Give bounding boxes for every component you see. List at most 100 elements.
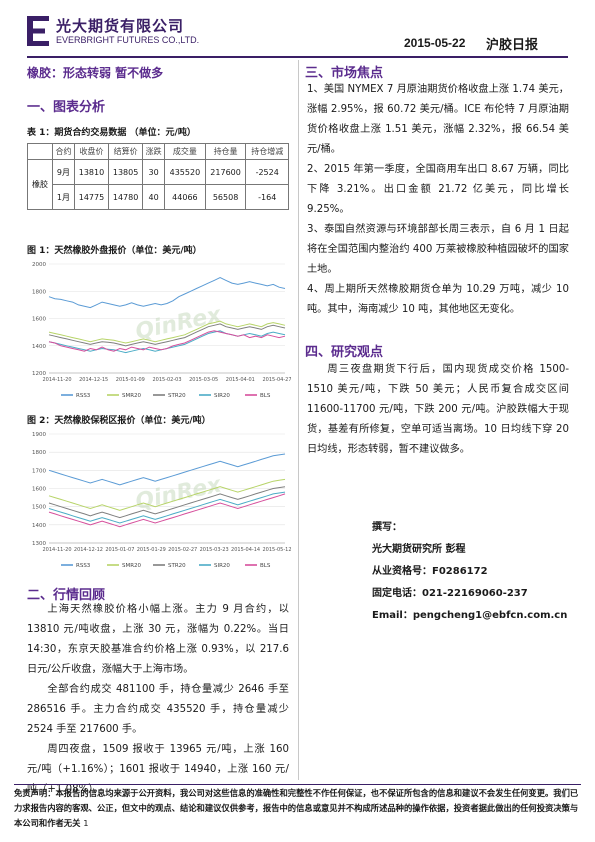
author-phone: 固定电话：021-22169060-237: [372, 588, 528, 599]
table-cell: 13805: [108, 159, 144, 185]
y-tick-label: 1800: [32, 289, 46, 295]
section-title-charts: 一、图表分析: [27, 100, 106, 115]
report-headline: 橡胶：形态转弱 暂不做多: [27, 66, 164, 80]
viewpoint-paragraph: 周三夜盘期货下行后，国内现货成交价格 1500-1510 美元/吨，下跌 50 …: [307, 364, 569, 455]
review-paragraph: 周四夜盘，1509 报收于 13965 元/吨，上涨 160 元/吨（+1.16…: [27, 744, 289, 795]
legend-label: SMR20: [122, 393, 142, 399]
y-tick-label: 1200: [32, 371, 46, 377]
table-header-cell: 持仓增减: [245, 143, 289, 160]
author-email: Email：pengcheng1@ebfcn.com.cn: [372, 610, 568, 621]
y-tick-label: 1600: [32, 487, 46, 493]
table-header-blank: [27, 143, 53, 160]
x-tick-label: 2014-12-12: [74, 547, 103, 553]
table-cell: 435520: [164, 159, 206, 185]
report-date: 2015-05-22: [404, 36, 466, 50]
legend-label: BLS: [260, 563, 271, 569]
review-paragraph: 全部合约成交 481100 手，持仓量减少 2646 手至 286516 手。主…: [27, 684, 289, 735]
x-tick-label: 2015-04-14: [231, 547, 260, 553]
company-name-en: EVERBRIGHT FUTURES CO.,LTD.: [56, 35, 200, 45]
table-cell: 1月: [52, 184, 75, 210]
table-cell: 14775: [73, 184, 110, 210]
legend-label: SMR20: [122, 563, 142, 569]
author-block: 撰写： 光大期货研究所 彭程 从业资格号：F0286172 固定电话：021-2…: [372, 517, 582, 627]
series-line-str20: [48, 323, 286, 347]
table-row: 橡胶 9月 13810 13805 30 435520 217600 -2524: [27, 159, 289, 210]
y-tick-label: 2000: [32, 262, 46, 268]
y-tick-label: 1400: [32, 344, 46, 350]
company-name-cn: 光大期货有限公司: [56, 17, 185, 35]
table-cell: 217600: [204, 159, 247, 185]
author-org: 光大期货研究所 彭程: [372, 544, 466, 555]
footer-rule: [14, 784, 581, 785]
series-line-bls: [48, 330, 286, 352]
x-tick-label: 2014-12-15: [79, 377, 108, 383]
viewpoint-body: 周三夜盘期货下行后，国内现货成交价格 1500-1510 美元/吨，下跌 50 …: [307, 360, 569, 460]
x-tick-label: 2015-05-12: [262, 547, 291, 553]
table-header-row: 合约 收盘价 结算价 涨跌 成交量 持仓量 持仓增减: [27, 143, 289, 160]
table-cell: -164: [245, 184, 289, 210]
table-cell: 13810: [73, 159, 110, 185]
company-logo: [27, 16, 49, 46]
chart2-caption: 图 2：天然橡胶保税区报价（单位：美元/吨）: [27, 416, 211, 426]
x-tick-label: 2015-03-23: [200, 547, 229, 553]
disclaimer-text: 免责声明：本报告的信息均来源于公开资料，我公司对这些信息的准确性和完整性不作任何…: [14, 788, 579, 828]
y-tick-label: 1900: [32, 432, 46, 438]
table-cell: 44066: [164, 184, 206, 210]
table-row: 1月 14775 14780 40 44066 56508 -164: [28, 184, 289, 210]
focus-item: 2、2015 年第一季度，全国商用车出口 8.67 万辆，同比下降 3.21%。…: [307, 164, 569, 215]
x-tick-label: 2014-11-20: [42, 547, 71, 553]
legend-label: SIR20: [214, 393, 230, 399]
y-tick-label: 1800: [32, 450, 46, 456]
report-title: 沪胶日报: [486, 38, 539, 53]
section-title-focus: 三、市场焦点: [305, 66, 384, 81]
y-tick-label: 1500: [32, 505, 46, 511]
page-number: 1: [83, 818, 89, 828]
x-tick-label: 2015-01-09: [116, 377, 145, 383]
table-cell: 14780: [108, 184, 144, 210]
x-tick-label: 2015-02-03: [152, 377, 181, 383]
x-tick-label: 2015-03-05: [189, 377, 218, 383]
table-cell: 40: [142, 184, 166, 210]
table-cell: 30: [142, 159, 166, 185]
legend-label: RSS3: [76, 393, 91, 399]
focus-list: 1、美国 NYMEX 7 月原油期货价格收盘上涨 1.74 美元，涨幅 2.95…: [307, 80, 569, 320]
legend-label: RSS3: [76, 563, 91, 569]
chart1-caption: 图 1：天然橡胶外盘报价（单位：美元/吨）: [27, 246, 202, 256]
section-title-viewpoint: 四、研究观点: [305, 345, 384, 360]
series-line-str20: [48, 486, 286, 519]
legend-label: STR20: [168, 563, 186, 569]
column-divider: [298, 60, 299, 780]
x-tick-label: 2015-01-29: [137, 547, 166, 553]
x-tick-label: 2015-01-07: [105, 547, 134, 553]
x-tick-label: 2015-02-27: [168, 547, 197, 553]
table-row-label: 橡胶: [27, 159, 53, 210]
y-tick-label: 1300: [32, 541, 46, 547]
series-line-sir20: [48, 491, 286, 524]
x-tick-label: 2015-04-27: [262, 377, 291, 383]
author-license: 从业资格号：F0286172: [372, 566, 488, 577]
series-line-smr20: [48, 320, 286, 344]
header-rule: [27, 56, 568, 58]
table-cell: -2524: [245, 159, 289, 185]
table-header-cell: 成交量: [164, 143, 206, 160]
series-line-bls: [48, 493, 286, 528]
table-header-cell: 收盘价: [73, 143, 110, 160]
legend-label: BLS: [260, 393, 271, 399]
focus-item: 1、美国 NYMEX 7 月原油期货价格收盘上涨 1.74 美元，涨幅 2.95…: [307, 84, 569, 155]
chart-foreign-rubber-price: 2000 1800 1600 1400 1200 2014-11-20 2014-12-15…: [27, 258, 291, 405]
y-tick-label: 1400: [32, 523, 46, 529]
y-tick-label: 1600: [32, 317, 46, 323]
table-header-cell: 涨跌: [142, 143, 166, 160]
futures-data-table: 合约 收盘价 结算价 涨跌 成交量 持仓量 持仓增减 橡胶 9月 13810 1…: [27, 143, 289, 210]
table-cell: 9月: [52, 159, 75, 185]
x-tick-label: 2015-04-01: [226, 377, 255, 383]
y-tick-label: 1700: [32, 468, 46, 474]
review-body: 上海天然橡胶价格小幅上涨。主力 9 月合约，以 13810 元/吨收盘，上涨 3…: [27, 600, 289, 800]
disclaimer: 免责声明：本报告的信息均来源于公开资料，我公司对这些信息的准确性和完整性不作任何…: [14, 786, 581, 831]
x-tick-label: 2014-11-20: [42, 377, 71, 383]
legend-label: SIR20: [214, 563, 230, 569]
focus-item: 3、泰国自然资源与环境部部长周三表示，自 6 月 1 日起将在全国范围内整治约 …: [307, 224, 569, 275]
section-title-review: 二、行情回顾: [27, 588, 106, 603]
